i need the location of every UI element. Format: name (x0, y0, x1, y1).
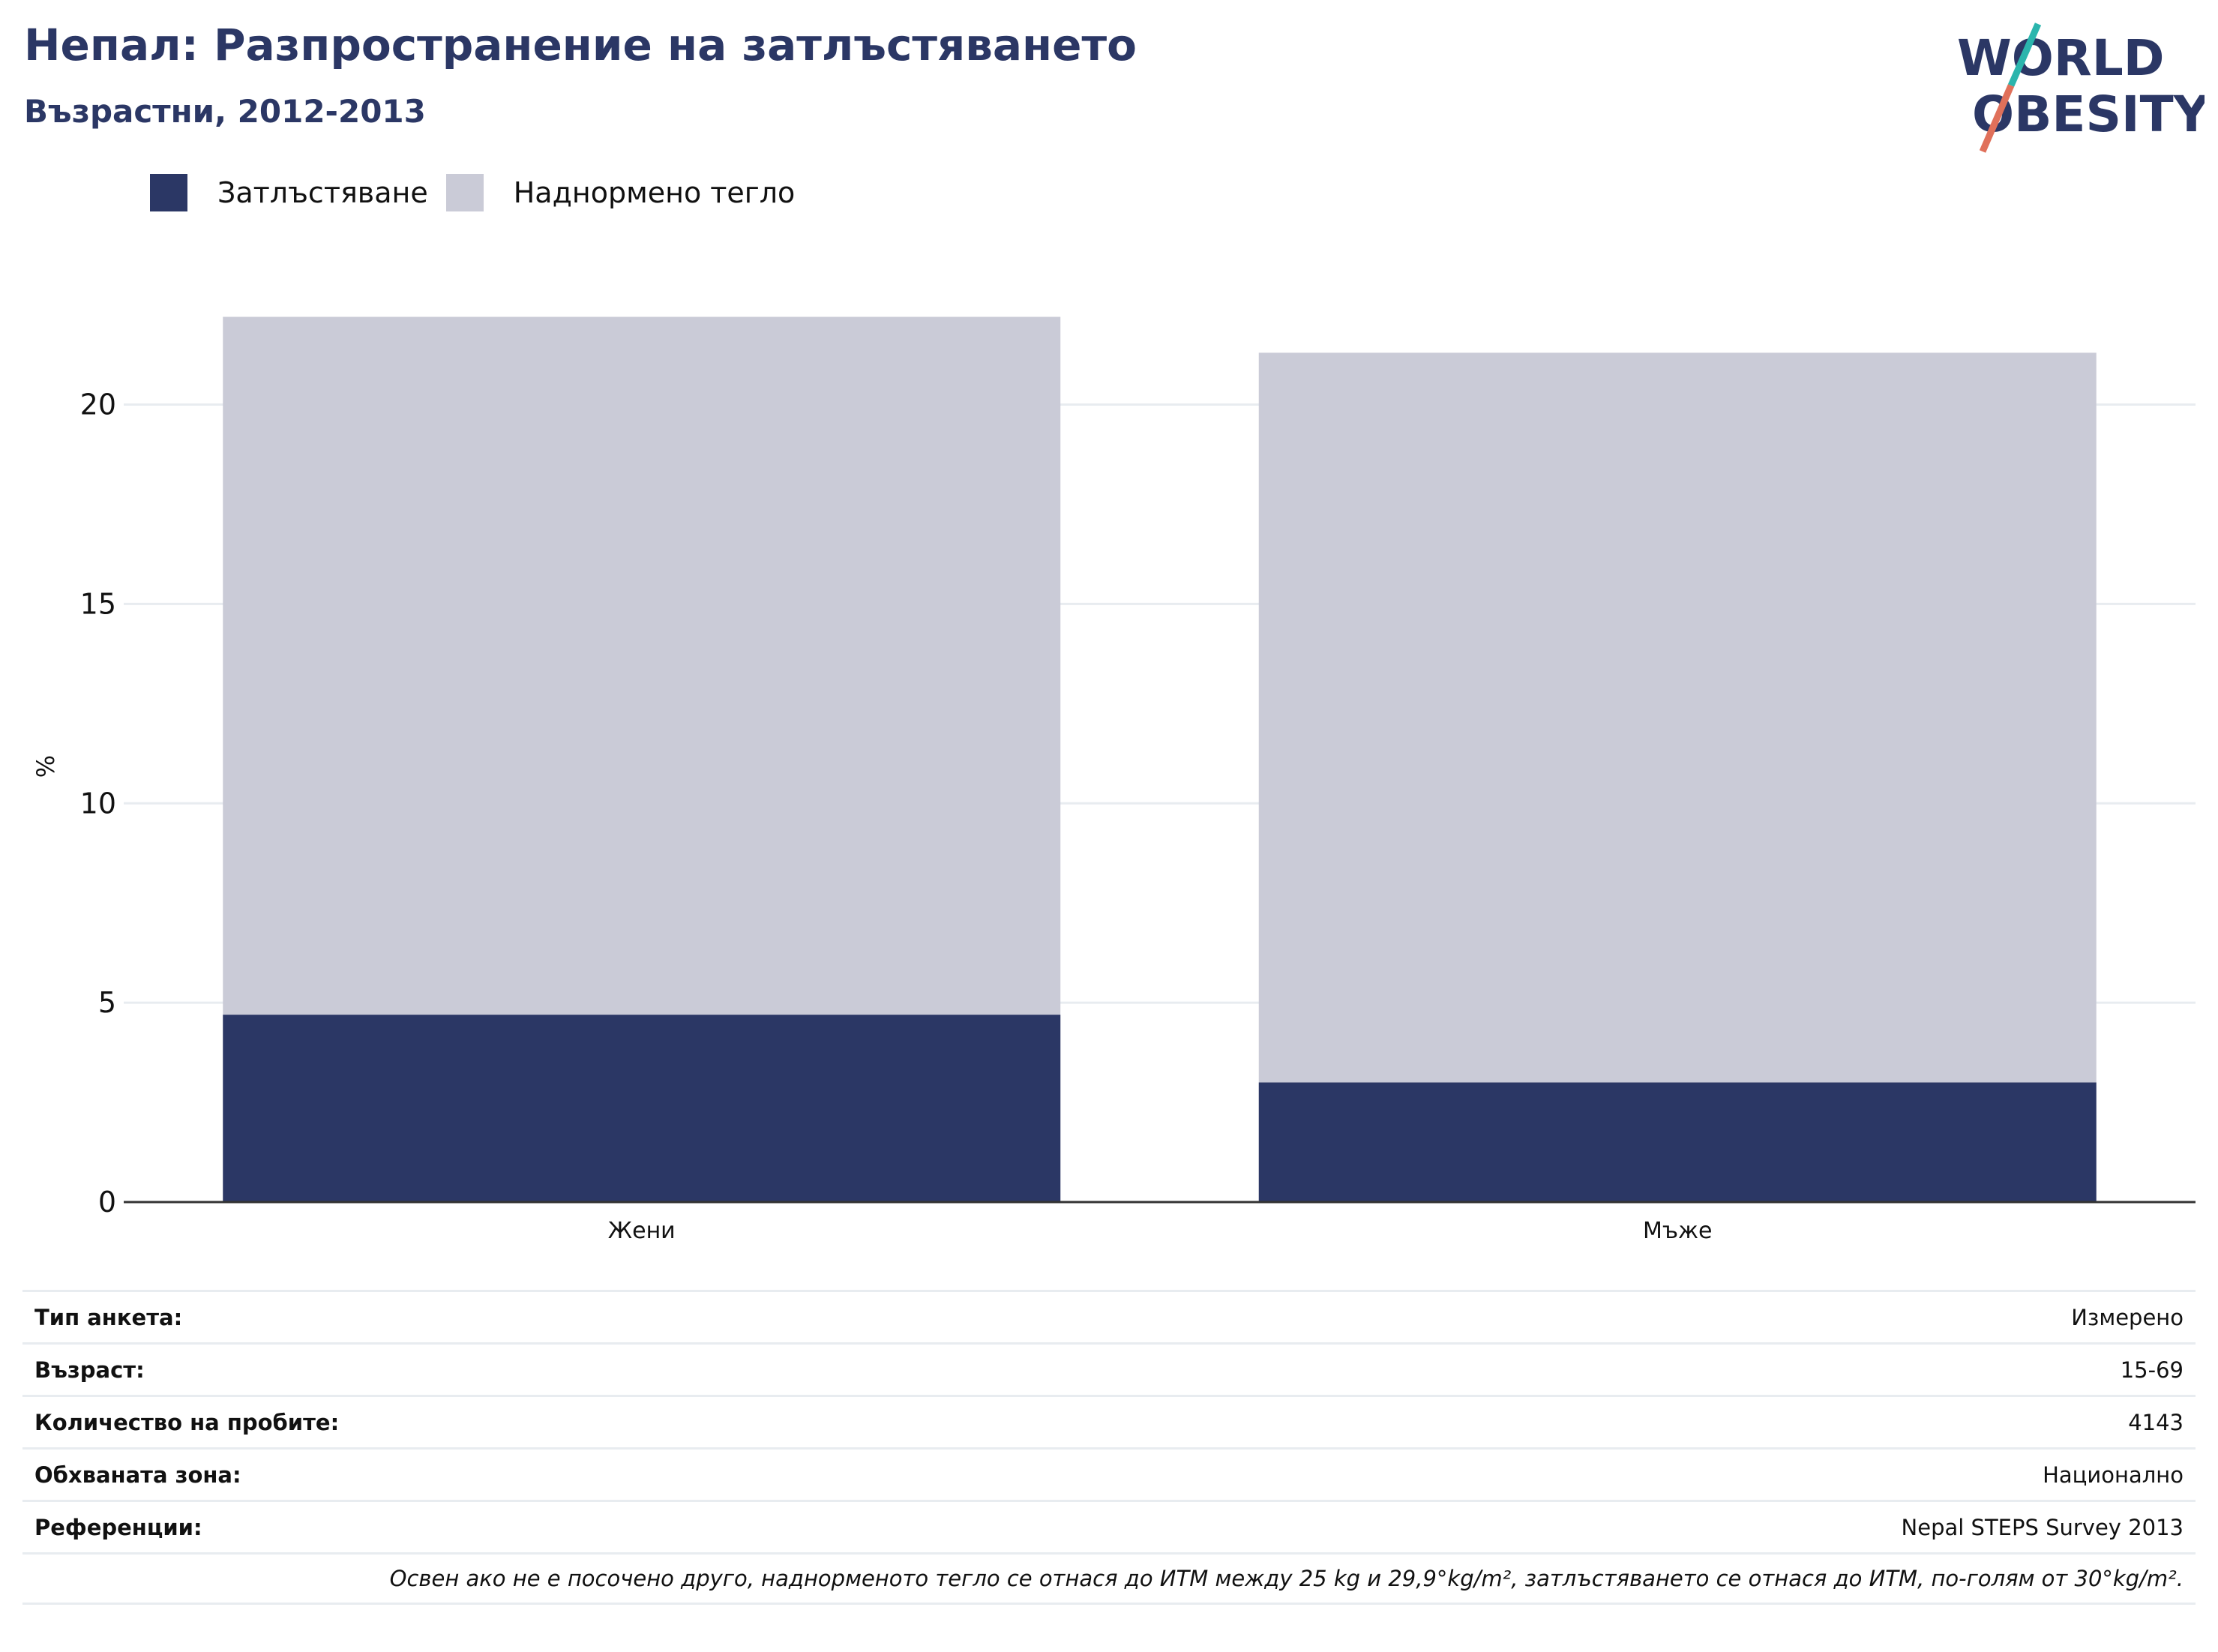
y-tick-label: 20 (80, 388, 116, 421)
info-value: Измерено (2071, 1304, 2184, 1330)
legend-label-overweight: Наднормено тегло (513, 176, 796, 209)
logo-slash-top (2007, 22, 2042, 87)
legend-swatch-obesity (150, 174, 187, 211)
info-row-sample-size: Количество на пробите: 4143 (22, 1395, 2196, 1447)
info-value: 4143 (2128, 1409, 2184, 1435)
bar-segment-obesity (1258, 1082, 2097, 1202)
logo-line1: WORLD (1957, 29, 2165, 87)
info-key: Количество на пробите: (34, 1409, 340, 1435)
info-row-survey-type: Тип анкета: Измерено (22, 1290, 2196, 1342)
logo-line2: OBESITY (1972, 85, 2205, 143)
info-key: Тип анкета: (34, 1304, 183, 1330)
info-row-references: Референции: Nepal STEPS Survey 2013 (22, 1500, 2196, 1552)
info-key: Референции: (34, 1514, 202, 1540)
chart-legend: Затлъстяване Наднормено тегло (150, 172, 813, 213)
page-title: Непал: Разпространение на затлъстяването (24, 19, 1137, 70)
bar-segment-overweight (223, 316, 1061, 1015)
legend-item-obesity: Затлъстяване (150, 174, 428, 211)
y-axis-label: % (31, 755, 60, 778)
y-tick-label: 0 (98, 1186, 116, 1219)
bar-segment-obesity (223, 1015, 1061, 1202)
logo-slash-bottom (1979, 84, 2015, 153)
footnote: Освен ако не е посочено друго, наднормен… (22, 1552, 2196, 1605)
x-category-label: Жени (608, 1218, 676, 1244)
y-tick-label: 15 (80, 587, 116, 620)
legend-item-overweight: Наднормено тегло (445, 174, 796, 211)
info-row-age: Възраст: 15-69 (22, 1342, 2196, 1395)
legend-label-obesity: Затлъстяване (217, 176, 428, 209)
info-value: Национално (2043, 1462, 2184, 1488)
info-value: Nepal STEPS Survey 2013 (1901, 1514, 2184, 1540)
page-subtitle: Възрастни, 2012-2013 (24, 93, 426, 130)
info-value: 15-69 (2120, 1357, 2184, 1383)
y-tick-label: 10 (80, 787, 116, 820)
x-category-label: Мъже (1643, 1218, 1713, 1244)
info-key: Възраст: (34, 1357, 145, 1383)
survey-info-table: Тип анкета: Измерено Възраст: 15-69 Коли… (22, 1290, 2196, 1605)
info-key: Обхваната зона: (34, 1462, 241, 1488)
y-tick-label: 5 (98, 986, 116, 1019)
world-obesity-logo: WORLD OBESITY (1957, 22, 2205, 153)
info-row-area: Обхваната зона: Национално (22, 1447, 2196, 1500)
bar-segment-overweight (1258, 352, 2097, 1083)
stacked-bar-chart: 0 5 10 15 20% Жени Мъже (31, 316, 2196, 1244)
legend-swatch-overweight (445, 174, 484, 211)
